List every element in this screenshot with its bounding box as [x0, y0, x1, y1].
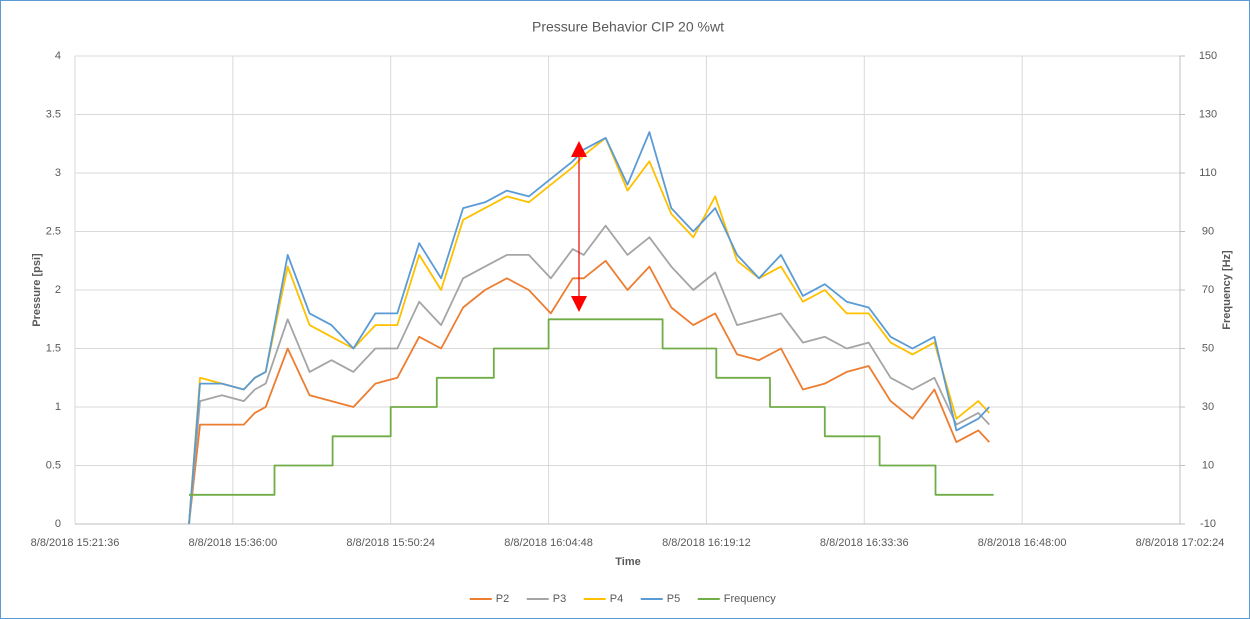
y-axis-label: Pressure [psi]	[31, 253, 43, 327]
arrow-head	[571, 296, 587, 312]
legend-label: P2	[496, 593, 509, 605]
y2-tick-label: 50	[1202, 342, 1214, 354]
y2-tick-label: 130	[1199, 108, 1217, 120]
y-tick-label: 4	[55, 50, 61, 62]
y2-tick-label: 110	[1199, 167, 1217, 179]
legend-label: P3	[553, 593, 566, 605]
legend-label: P4	[610, 593, 623, 605]
x-tick-label: 8/8/2018 16:04:48	[504, 537, 593, 549]
y-tick-label: 3.5	[46, 108, 61, 120]
y2-tick-label: 10	[1202, 459, 1214, 471]
legend: P2 P3 P4 P5 Frequency	[469, 593, 776, 605]
y2-tick-label: 30	[1202, 401, 1214, 413]
annotation-arrow	[571, 141, 587, 312]
series-line	[189, 318, 994, 496]
y-tick-label: 0.5	[46, 459, 61, 471]
y2-axis-label: Frequency [Hz]	[1221, 250, 1233, 330]
y-tick-label: 2.5	[46, 225, 61, 237]
x-tick-label: 8/8/2018 16:33:36	[820, 537, 909, 549]
lines	[188, 131, 994, 525]
x-tick-label: 8/8/2018 15:36:00	[189, 537, 278, 549]
x-tick-label: 8/8/2018 16:19:12	[662, 537, 751, 549]
y2-tick-label: 90	[1202, 225, 1214, 237]
legend-label: Frequency	[724, 593, 776, 605]
x-tick-label: 8/8/2018 16:48:00	[978, 537, 1067, 549]
chart-title: Pressure Behavior CIP 20 %wt	[532, 19, 724, 35]
y2-tick-label: 150	[1199, 50, 1217, 62]
series-line	[188, 136, 990, 525]
y2-tick-label: 70	[1202, 284, 1214, 296]
x-tick-label: 8/8/2018 17:02:24	[1136, 537, 1225, 549]
arrow-head	[571, 141, 587, 157]
x-axis-label: Time	[615, 556, 640, 568]
y-tick-label: 0	[55, 518, 61, 530]
x-tick-label: 8/8/2018 15:21:36	[31, 537, 120, 549]
legend-label: P5	[667, 593, 680, 605]
series-line	[188, 224, 990, 525]
y-tick-label: 2	[55, 284, 61, 296]
series-line	[188, 259, 990, 525]
y-tick-label: 1	[55, 401, 61, 413]
y-tick-label: 3	[55, 167, 61, 179]
y2-tick-label: -10	[1200, 518, 1216, 530]
y-tick-label: 1.5	[46, 342, 61, 354]
x-tick-label: 8/8/2018 15:50:24	[346, 537, 435, 549]
